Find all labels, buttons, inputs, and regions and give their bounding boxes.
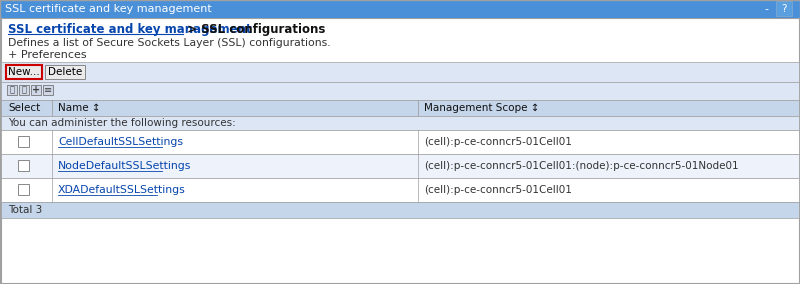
Text: New...: New... (8, 67, 40, 77)
Text: NodeDefaultSSLSettings: NodeDefaultSSLSettings (58, 161, 191, 171)
Text: (cell):p-ce-conncr5-01Cell01: (cell):p-ce-conncr5-01Cell01 (424, 137, 572, 147)
Text: ?: ? (782, 4, 786, 14)
Text: Delete: Delete (48, 67, 82, 77)
Bar (1, 82, 799, 100)
Bar (18, 136, 29, 147)
Bar (1, 100, 799, 116)
Bar (1, 130, 799, 154)
Text: Total 3: Total 3 (8, 205, 42, 215)
Bar (1, 154, 799, 178)
Bar (776, 1, 792, 16)
Bar (1, 62, 799, 82)
Text: +: + (32, 85, 40, 95)
Text: + Preferences: + Preferences (8, 50, 86, 60)
Text: ≡: ≡ (44, 85, 52, 95)
Text: CellDefaultSSLSettings: CellDefaultSSLSettings (58, 137, 183, 147)
Text: SSL certificate and key management: SSL certificate and key management (5, 4, 212, 14)
Text: Select: Select (8, 103, 40, 113)
Text: Name ↕: Name ↕ (58, 103, 101, 113)
Bar (1, 202, 799, 218)
Text: (cell):p-ce-conncr5-01Cell01: (cell):p-ce-conncr5-01Cell01 (424, 185, 572, 195)
Bar (43, 85, 53, 95)
Text: XDADefaultSSLSettings: XDADefaultSSLSettings (58, 185, 186, 195)
Bar (1, 116, 799, 130)
Bar (0, 0, 800, 18)
Text: Defines a list of Secure Sockets Layer (SSL) configurations.: Defines a list of Secure Sockets Layer (… (8, 38, 330, 48)
Text: Management Scope ↕: Management Scope ↕ (424, 103, 539, 113)
Bar (45, 65, 85, 79)
Text: -: - (764, 4, 768, 14)
Bar (19, 85, 29, 95)
Text: ⎘: ⎘ (22, 85, 26, 95)
Bar (31, 85, 41, 95)
Bar (1, 178, 799, 202)
Text: You can administer the following resources:: You can administer the following resourc… (8, 118, 236, 128)
Bar (18, 160, 29, 171)
Bar (6, 65, 42, 79)
Text: (cell):p-ce-conncr5-01Cell01:(node):p-ce-conncr5-01Node01: (cell):p-ce-conncr5-01Cell01:(node):p-ce… (424, 161, 738, 171)
Text: SSL certificate and key management: SSL certificate and key management (8, 24, 252, 37)
Text: ⎘: ⎘ (10, 85, 14, 95)
Bar (7, 85, 17, 95)
Bar (18, 184, 29, 195)
Text: > SSL configurations: > SSL configurations (183, 24, 326, 37)
